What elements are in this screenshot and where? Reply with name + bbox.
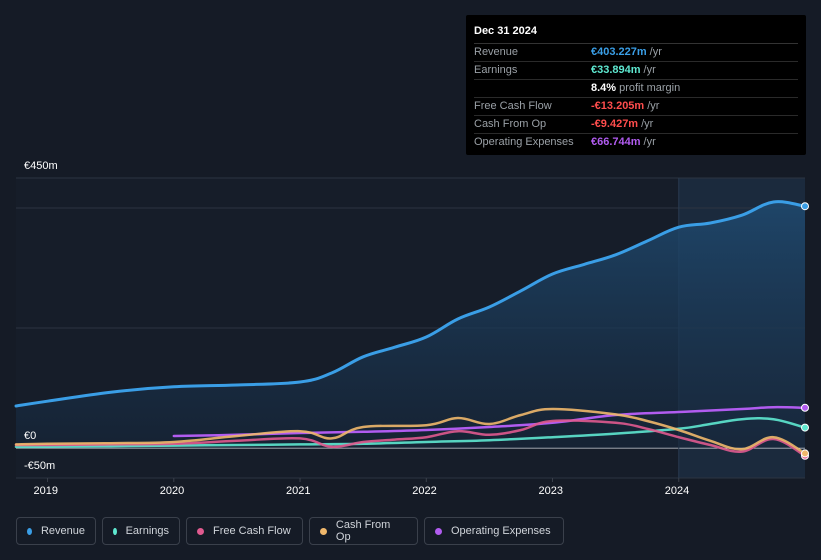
earnings-line xyxy=(14,417,807,449)
legend-item-revenue[interactable]: Revenue xyxy=(16,517,96,545)
cash-from-op-end-marker xyxy=(801,449,809,458)
legend-item-cash-from-op[interactable]: Cash From Op xyxy=(309,517,418,545)
tooltip-row-label: Earnings xyxy=(474,64,518,76)
operating-expenses-line xyxy=(172,405,807,438)
legend-dot-icon xyxy=(197,527,204,535)
tooltip-rows: Revenue €403.227m/yr Earnings €33.894m/yr 8.… xyxy=(474,44,798,151)
legend-item-free-cash-flow[interactable]: Free Cash Flow xyxy=(186,517,303,545)
tooltip-row: Cash From Op -€9.427m/yr xyxy=(474,116,798,134)
tooltip-row: 8.4% profit margin xyxy=(474,80,798,98)
tooltip-panel: Dec 31 2024 Revenue €403.227m/yr Earnings €… xyxy=(466,15,806,155)
legend-item-operating-expenses[interactable]: Operating Expenses xyxy=(424,517,564,545)
cash-from-op-line xyxy=(14,407,807,455)
tooltip-row: Free Cash Flow -€13.205m/yr xyxy=(474,98,798,116)
tooltip-row-unit: /yr xyxy=(643,136,656,148)
tooltip-row-label: Free Cash Flow xyxy=(474,100,552,112)
tooltip-row-unit: profit margin xyxy=(619,82,681,94)
revenue-end-marker xyxy=(801,202,809,211)
tooltip-row-value: 8.4% xyxy=(591,82,617,94)
legend-dot-icon xyxy=(435,527,442,535)
tooltip-row: Operating Expenses €66.744m/yr xyxy=(474,134,798,151)
y-axis-zero-label: €0 xyxy=(24,430,37,442)
tooltip-row: Revenue €403.227m/yr xyxy=(474,44,798,62)
tooltip-row-label: Revenue xyxy=(474,46,519,58)
legend-dot-icon xyxy=(113,527,117,535)
legend-item-earnings[interactable]: Earnings xyxy=(102,517,180,545)
tooltip-row-label: Cash From Op xyxy=(474,118,547,130)
x-tick-label: 2024 xyxy=(664,485,690,497)
x-tick-label: 2019 xyxy=(33,485,59,497)
legend-label: Revenue xyxy=(40,525,85,537)
legend-label: Operating Expenses xyxy=(451,525,551,537)
legend-label: Cash From Op xyxy=(335,519,391,543)
tooltip-row-unit: /yr xyxy=(641,118,654,130)
tooltip-row-unit: /yr xyxy=(647,100,660,112)
legend-label: Earnings xyxy=(125,525,169,537)
revenue-line xyxy=(14,200,807,408)
tooltip-row-unit: /yr xyxy=(649,46,662,58)
tooltip-row-value: -€13.205m xyxy=(591,100,645,112)
tooltip-row-value: €403.227m xyxy=(591,46,647,58)
legend-label: Free Cash Flow xyxy=(213,525,291,537)
free-cash-flow-line xyxy=(14,419,807,458)
tooltip-row-unit: /yr xyxy=(643,64,656,76)
legend-dot-icon xyxy=(320,527,327,535)
tooltip-date: Dec 31 2024 xyxy=(474,23,798,44)
tooltip-row-label xyxy=(474,80,591,97)
x-tick-label: 2020 xyxy=(159,485,185,497)
tooltip-row-value: €33.894m xyxy=(591,64,641,76)
tooltip-row: Earnings €33.894m/yr xyxy=(474,62,798,80)
x-tick-label: 2021 xyxy=(286,485,311,497)
legend-dot-icon xyxy=(27,527,32,535)
y-axis-bottom-label: -€50m xyxy=(24,460,56,472)
operating-expenses-end-marker xyxy=(801,403,809,412)
x-tick-label: 2022 xyxy=(412,485,437,497)
y-axis-top-label: €450m xyxy=(24,160,58,172)
tooltip-row-value: -€9.427m xyxy=(591,118,639,130)
x-tick-label: 2023 xyxy=(538,485,563,497)
earnings-end-marker xyxy=(801,423,809,432)
tooltip-row-label: Operating Expenses xyxy=(474,136,574,148)
tooltip-row-value: €66.744m xyxy=(591,136,641,148)
